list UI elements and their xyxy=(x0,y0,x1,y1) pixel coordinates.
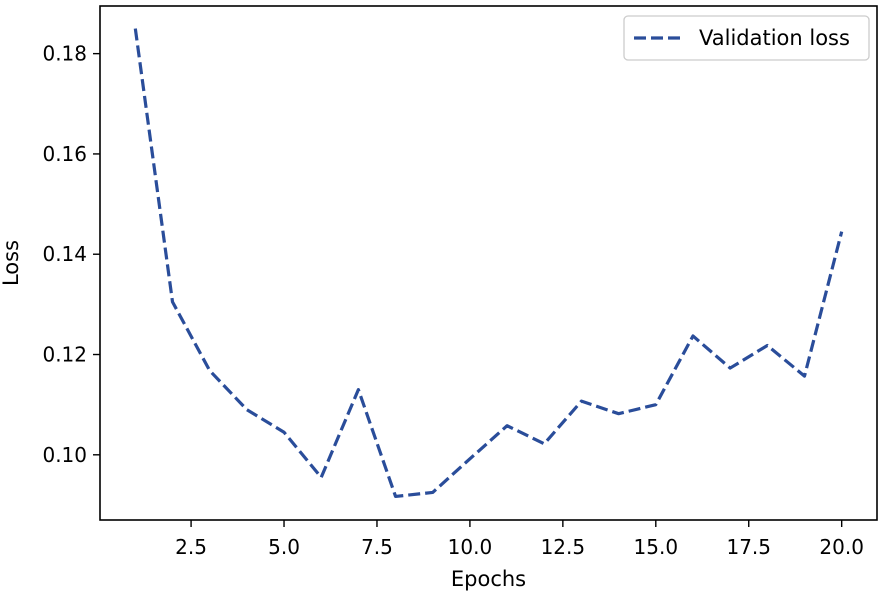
x-tick-label: 10.0 xyxy=(448,535,493,559)
plot-frame xyxy=(99,5,878,521)
x-tick-label: 17.5 xyxy=(726,535,771,559)
x-axis-label: Epochs xyxy=(451,567,526,591)
legend: Validation loss xyxy=(623,15,870,61)
y-tick-label: 0.12 xyxy=(42,343,87,367)
y-axis: 0.10 0.12 0.14 0.16 0.18 xyxy=(42,42,100,467)
x-axis: 2.5 5.0 7.5 10.0 12.5 15.0 17.5 20.0 xyxy=(175,520,864,559)
series-line-validation-loss xyxy=(133,28,844,499)
legend-box xyxy=(623,15,870,61)
x-tick-label: 7.5 xyxy=(361,535,393,559)
series-layer xyxy=(133,28,844,499)
y-tick-label: 0.18 xyxy=(42,42,87,66)
y-tick-label: 0.16 xyxy=(42,142,87,166)
x-tick-label: 5.0 xyxy=(268,535,300,559)
x-tick-label: 12.5 xyxy=(541,535,586,559)
x-tick-label: 20.0 xyxy=(819,535,864,559)
legend-label-validation-loss: Validation loss xyxy=(699,26,850,50)
y-tick-label: 0.10 xyxy=(42,443,87,467)
plot-area xyxy=(99,5,878,521)
y-axis-label: Loss xyxy=(0,240,23,286)
x-tick-label: 2.5 xyxy=(175,535,207,559)
x-tick-label: 15.0 xyxy=(634,535,679,559)
y-tick-label: 0.14 xyxy=(42,242,87,266)
